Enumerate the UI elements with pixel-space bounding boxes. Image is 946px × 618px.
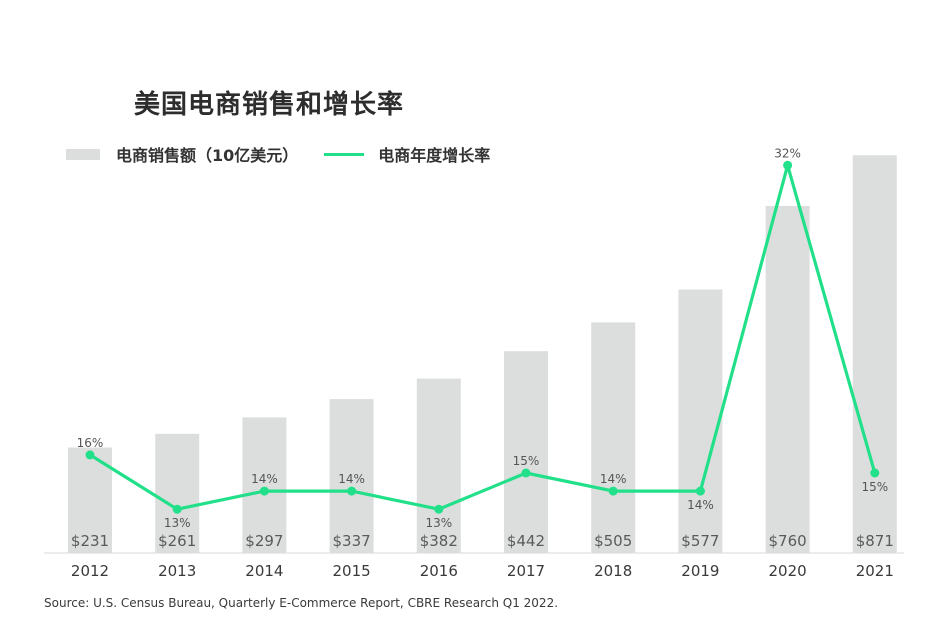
bar-2020: [765, 205, 810, 553]
legend-bar-label: 电商销售额（10亿美元）: [116, 146, 299, 165]
bar-label-2019: $577: [681, 532, 719, 550]
bar-label-2013: $261: [158, 532, 196, 550]
rate-label-2019: 14%: [687, 498, 714, 512]
x-tick-2021: 2021: [856, 562, 894, 580]
x-tick-2012: 2012: [71, 562, 109, 580]
legend-line-label: 电商年度增长率: [378, 146, 491, 165]
rate-label-2012: 16%: [77, 436, 104, 450]
bar-labels-group: $231 $261 $297 $337 $382 $442 $505 $577 $760 $871: [71, 532, 894, 550]
growth-line: [89, 163, 877, 511]
x-tick-2019: 2019: [681, 562, 719, 580]
growth-point-2016: [434, 504, 444, 514]
growth-point-2012: [85, 450, 95, 460]
growth-point-2018: [608, 486, 618, 496]
rate-label-2018: 14%: [600, 472, 627, 486]
growth-point-2014: [259, 486, 269, 496]
growth-point-2020: [783, 160, 793, 170]
x-ticks-group: 2012 2013 2014 2015 2016 2017 2018 2019 2020 2021: [71, 562, 894, 580]
bar-2013: [155, 433, 200, 553]
x-tick-2013: 2013: [158, 562, 196, 580]
source-note: Source: U.S. Census Bureau, Quarterly E-…: [44, 596, 559, 610]
growth-point-2019: [695, 486, 705, 496]
rate-label-2021: 15%: [861, 480, 888, 494]
bar-2017: [504, 351, 548, 553]
growth-point-2013: [172, 504, 182, 514]
bar-label-2021: $871: [856, 532, 894, 550]
bar-label-2017: $442: [507, 532, 545, 550]
x-tick-2016: 2016: [420, 562, 458, 580]
legend: 电商销售额（10亿美元） 电商年度增长率: [66, 142, 490, 166]
bar-label-2014: $297: [245, 532, 283, 550]
bar-2021: [852, 155, 897, 554]
bar-label-2012: $231: [71, 532, 109, 550]
chart-title: 美国电商销售和增长率: [134, 90, 405, 120]
bar-2018: [591, 322, 636, 553]
rate-label-2016: 13%: [425, 516, 452, 530]
rate-label-2013: 13%: [164, 516, 191, 530]
x-tick-2017: 2017: [507, 562, 545, 580]
x-tick-2020: 2020: [769, 562, 807, 580]
rate-label-2020: 32%: [774, 146, 801, 160]
x-tick-2015: 2015: [333, 562, 371, 580]
rate-label-2014: 14%: [251, 472, 278, 486]
legend-bar-swatch: [66, 148, 100, 160]
x-tick-2018: 2018: [594, 562, 632, 580]
bar-2016: [416, 378, 461, 553]
bar-2015: [329, 399, 374, 553]
bar-label-2016: $382: [420, 532, 458, 550]
rate-labels-group: 16% 13% 14% 14% 13% 15% 14% 14% 32% 15%: [77, 146, 888, 530]
rate-label-2015: 14%: [338, 472, 365, 486]
growth-points-group: [85, 160, 880, 514]
bar-2019: [678, 289, 723, 553]
bars-group: [68, 155, 897, 554]
x-tick-2014: 2014: [245, 562, 283, 580]
bar-label-2018: $505: [594, 532, 632, 550]
rate-label-2017: 15%: [513, 454, 540, 468]
legend-line-swatch: [324, 152, 365, 156]
growth-point-2017: [521, 468, 531, 478]
bar-2014: [242, 417, 287, 553]
growth-point-2015: [347, 486, 357, 496]
growth-point-2021: [870, 468, 880, 478]
bar-label-2020: $760: [769, 532, 807, 550]
bar-label-2015: $337: [333, 532, 371, 550]
